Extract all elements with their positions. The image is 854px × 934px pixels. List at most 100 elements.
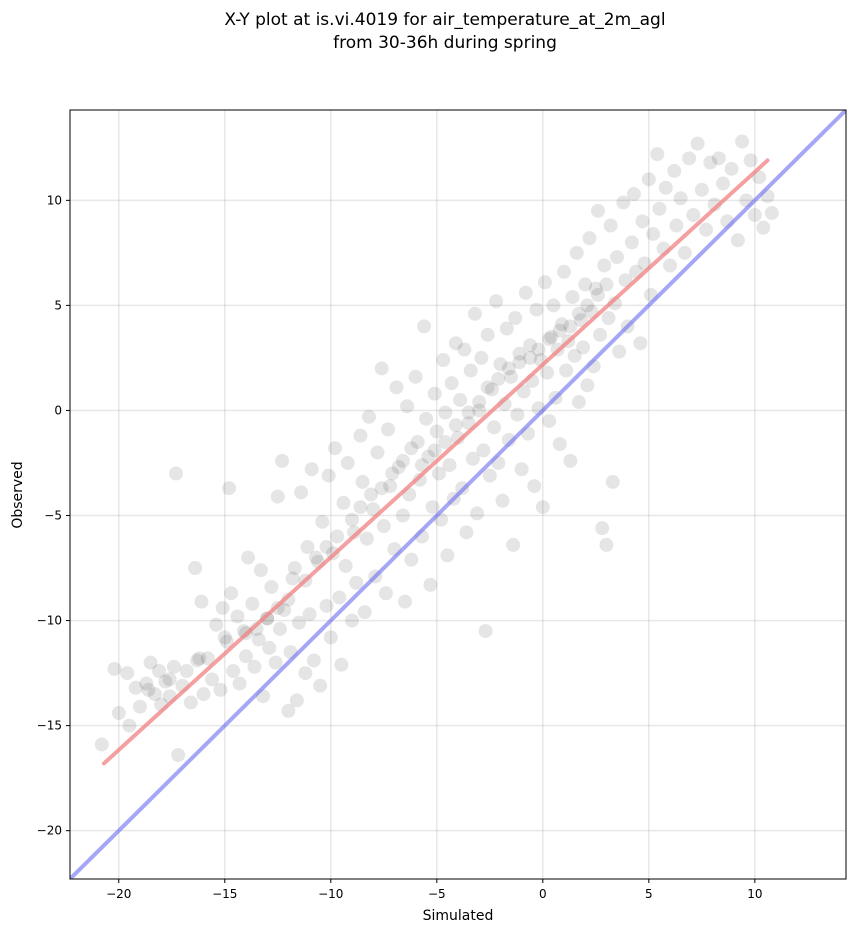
- scatter-point: [147, 687, 162, 702]
- scatter-point: [552, 323, 567, 338]
- scatter-point: [374, 481, 389, 496]
- scatter-point: [546, 298, 561, 313]
- scatter-point: [385, 466, 400, 481]
- scatter-point: [179, 663, 194, 678]
- scatter-point: [478, 624, 493, 639]
- scatter-point: [315, 514, 330, 529]
- scatter-point: [512, 346, 527, 361]
- scatter-point: [328, 441, 343, 456]
- scatter-point: [226, 663, 241, 678]
- scatter-point: [232, 676, 247, 691]
- scatter-point: [489, 294, 504, 309]
- plot-frame: [69, 109, 847, 880]
- scatter-point: [107, 661, 122, 676]
- scatter-point: [336, 495, 351, 510]
- scatter-point: [673, 191, 688, 206]
- scatter-point: [306, 653, 321, 668]
- scatter-point: [166, 659, 181, 674]
- scatter-point: [330, 529, 345, 544]
- scatter-point: [429, 424, 444, 439]
- scatter-point: [417, 319, 432, 334]
- scatter-point: [436, 353, 451, 368]
- scatter-point: [419, 411, 434, 426]
- scatter-point: [120, 666, 135, 681]
- y-tick-label: −10: [37, 614, 62, 628]
- y-tick-label: −15: [37, 719, 62, 733]
- y-tick-label: −20: [37, 824, 62, 838]
- scatter-point: [340, 455, 355, 470]
- scatter-point: [247, 659, 262, 674]
- scatter-point: [690, 136, 705, 151]
- scatter-point: [510, 407, 525, 422]
- scatter-point: [711, 151, 726, 166]
- chart-subtitle: from 30-36h during spring: [333, 33, 557, 53]
- identity-line: [70, 110, 846, 879]
- scatter-point: [484, 382, 499, 397]
- scatter-point: [275, 453, 290, 468]
- scatter-point: [518, 285, 533, 300]
- scatter-point: [383, 479, 398, 494]
- scatter-point: [438, 434, 453, 449]
- scatter-point: [366, 502, 381, 517]
- scatter-point: [374, 361, 389, 376]
- scatter-point: [716, 176, 731, 191]
- scatter-point: [300, 540, 315, 555]
- scatter-point: [476, 443, 491, 458]
- scatter-point: [338, 558, 353, 573]
- scatter-point: [260, 611, 275, 626]
- scatter-point: [122, 718, 137, 733]
- scatter-point: [162, 672, 177, 687]
- scatter-point: [448, 418, 463, 433]
- x-tick-label: −20: [106, 887, 131, 901]
- scatter-point: [686, 208, 701, 223]
- scatter-point: [412, 472, 427, 487]
- scatter-point: [495, 493, 510, 508]
- scatter-point: [463, 363, 478, 378]
- scatter-point: [501, 361, 516, 376]
- scatter-point: [260, 611, 275, 626]
- scatter-point: [344, 512, 359, 527]
- scatter-point: [334, 657, 349, 672]
- scatter-point: [302, 607, 317, 622]
- scatter-point: [514, 462, 529, 477]
- scatter-point: [565, 289, 580, 304]
- scatter-point: [650, 147, 665, 162]
- scatter-point: [571, 306, 586, 321]
- scatter-point: [508, 311, 523, 326]
- scatter-point: [209, 617, 224, 632]
- scatter-point: [219, 634, 234, 649]
- scatter-point: [635, 214, 650, 229]
- scatter-point: [364, 487, 379, 502]
- scatter-point: [652, 201, 667, 216]
- scatter-point: [319, 598, 334, 613]
- scatter-point: [573, 313, 588, 328]
- x-tick-label: 10: [747, 887, 762, 901]
- scatter-point: [321, 468, 336, 483]
- scatter-point: [442, 458, 457, 473]
- scatter-point: [215, 600, 230, 615]
- scatter-point: [612, 344, 627, 359]
- scatter-point: [427, 443, 442, 458]
- scatter-point: [190, 653, 205, 668]
- scatter-point: [599, 277, 614, 292]
- scatter-point: [438, 405, 453, 420]
- scatter-point: [601, 311, 616, 326]
- scatter-point: [641, 172, 656, 187]
- scatter-point: [272, 621, 287, 636]
- scatter-point: [397, 594, 412, 609]
- scatter-point: [540, 365, 555, 380]
- scatter-point: [480, 380, 495, 395]
- scatter-point: [241, 550, 256, 565]
- scatter-point: [523, 350, 538, 365]
- scatter-point: [569, 245, 584, 260]
- scatter-point: [527, 479, 542, 494]
- scatter-point: [111, 706, 126, 721]
- scatter-point: [646, 226, 661, 241]
- scatter-point: [183, 695, 198, 710]
- scatter-point: [128, 680, 143, 695]
- scatter-point: [563, 319, 578, 334]
- scatter-point: [535, 500, 550, 515]
- scatter-point: [141, 682, 156, 697]
- scatter-point: [724, 161, 739, 176]
- scatter-point: [633, 336, 648, 351]
